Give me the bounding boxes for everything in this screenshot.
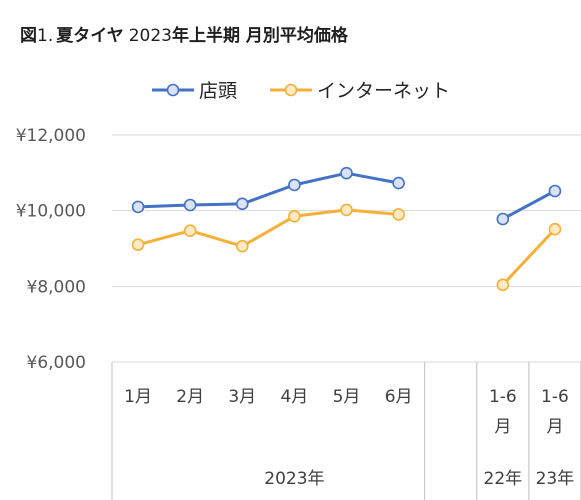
data-point — [340, 203, 353, 217]
x-tick-label: 6月 — [385, 387, 413, 407]
data-point — [131, 238, 145, 252]
legend-item: 店頭 — [152, 80, 237, 102]
data-point — [288, 178, 301, 192]
title-year: 2023 — [129, 26, 172, 46]
legend-marker — [166, 83, 180, 97]
series-line — [502, 189, 556, 221]
legend: 店頭 インターネット — [152, 80, 450, 102]
series-1 — [131, 166, 562, 226]
x-tick-label: 月 — [546, 417, 563, 437]
data-point — [235, 239, 249, 253]
data-point — [392, 176, 405, 190]
title-prefix: 図 — [20, 26, 37, 46]
x-group-label: 22年 — [484, 469, 523, 489]
data-point — [496, 212, 510, 226]
series-2 — [131, 203, 562, 292]
data-point — [548, 222, 562, 236]
series-line — [138, 171, 399, 209]
series-line — [137, 208, 399, 248]
x-axis: 1月 2月 3月 4月 5月 6月 1-6 月 1-6 月 2023年 22年 23年 — [111, 362, 581, 500]
x-group-label: 23年 — [536, 469, 575, 489]
data-point — [288, 210, 301, 223]
x-tick-label: 4月 — [280, 387, 308, 407]
title-rest: 年上半期 月別平均価格 — [172, 25, 349, 46]
y-axis: ¥6,000 ¥8,000 ¥10,000 ¥12,000 — [16, 126, 86, 373]
data-point — [392, 208, 405, 221]
data-point — [340, 166, 353, 180]
chart-title: 図1. 夏タイヤ 2023年上半期 月別平均価格 — [20, 25, 349, 46]
series-line — [501, 228, 556, 286]
data-point — [183, 198, 197, 212]
legend-item: インターネット — [270, 80, 450, 102]
legend-marker — [284, 83, 298, 97]
x-tick-label: 1-6 — [541, 387, 569, 407]
series-layer — [131, 166, 562, 292]
y-tick-label: ¥12,000 — [16, 126, 86, 146]
x-tick-label: 3月 — [228, 387, 256, 407]
x-tick-label: 2月 — [176, 387, 204, 407]
x-tick-label: 月 — [494, 417, 511, 437]
title-subject: 夏タイヤ — [56, 26, 124, 46]
data-point — [235, 197, 249, 211]
x-tick-label: 1月 — [124, 387, 152, 407]
legend-label: 店頭 — [199, 80, 237, 102]
data-point — [183, 224, 197, 238]
x-group-label: 2023年 — [264, 469, 324, 489]
x-tick-label: 1-6 — [489, 387, 517, 407]
legend-label: インターネット — [317, 80, 450, 102]
y-tick-label: ¥8,000 — [27, 277, 86, 297]
y-tick-label: ¥6,000 — [27, 353, 86, 373]
data-point — [496, 278, 510, 292]
y-tick-label: ¥10,000 — [16, 202, 86, 222]
data-point — [131, 200, 145, 214]
data-point — [548, 184, 562, 198]
title-number: 1. — [37, 26, 53, 46]
x-tick-label: 5月 — [333, 387, 361, 407]
